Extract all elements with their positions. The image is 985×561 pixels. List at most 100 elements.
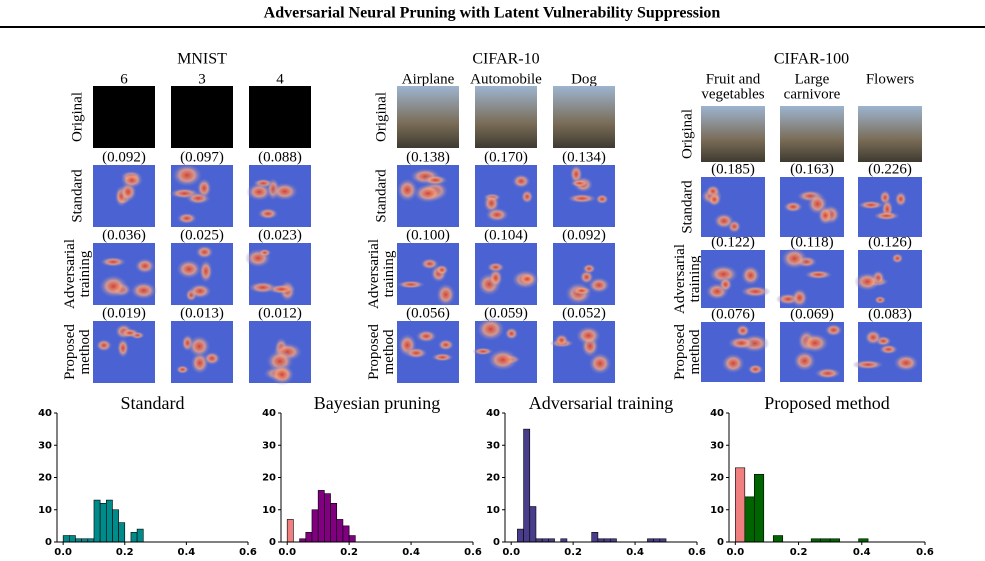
score-label: (0.138) [406, 149, 450, 165]
histogram-bar [591, 532, 599, 543]
row-label: Proposed [62, 324, 78, 380]
x-tick-label: 0.6 [239, 547, 257, 558]
saliency-spot [476, 317, 506, 342]
column-label: 6 [120, 71, 128, 87]
saliency-spot [791, 288, 808, 308]
x-tick-label: 0.0 [502, 547, 520, 558]
histogram-bar [336, 519, 344, 543]
x-tick-label: 0.6 [916, 547, 934, 558]
saliency-spot [893, 354, 919, 372]
saliency-spot [854, 272, 881, 292]
x-tick-label: 0.4 [178, 547, 196, 558]
saliency-spot [195, 245, 214, 259]
histogram-bar [523, 428, 531, 543]
saliency-spot [196, 178, 212, 199]
histogram-bar [99, 502, 107, 543]
histogram-bar [62, 535, 70, 543]
column-label: vegetables [701, 86, 764, 102]
saliency-spot [727, 336, 756, 350]
y-tick-label: 30 [710, 440, 724, 451]
column-label: Dog [571, 71, 597, 87]
y-tick-label: 40 [38, 408, 52, 419]
x-tick-label: 0.2 [564, 547, 582, 558]
saliency-spot [792, 350, 817, 372]
saliency-spot [587, 276, 611, 294]
column-label: Flowers [866, 71, 914, 87]
row-label: Original [69, 92, 85, 142]
y-tick-label: 20 [38, 473, 52, 484]
score-label: (0.126) [868, 234, 912, 250]
saliency-spot [571, 286, 593, 296]
row-label: training [381, 250, 397, 297]
original-image [397, 86, 459, 148]
saliency-spot [554, 333, 569, 347]
histogram-bar [112, 509, 119, 543]
x-tick-label: 0.2 [790, 547, 808, 558]
row-label: training [77, 250, 93, 297]
x-tick-label: 0.2 [116, 547, 134, 558]
original-image [701, 106, 765, 162]
histogram-bar [529, 506, 537, 543]
score-label: (0.092) [562, 227, 606, 243]
row-label: method [687, 329, 703, 374]
x-tick-label: 0.2 [340, 547, 358, 558]
original-image [171, 86, 233, 148]
score-label: (0.100) [406, 227, 450, 243]
histogram-bar [744, 496, 755, 543]
saliency-spot [134, 257, 156, 274]
saliency-spot [269, 363, 295, 386]
saliency-spot [800, 332, 830, 353]
original-image [93, 86, 155, 148]
histogram-bar [311, 509, 319, 543]
x-tick-label: 0.4 [853, 547, 871, 558]
score-label: (0.023) [258, 227, 302, 243]
saliency-spot [595, 193, 609, 205]
saliency-spot [721, 353, 746, 374]
saliency-spot [782, 201, 804, 213]
row-label: Adversarial [366, 239, 382, 309]
original-image [553, 86, 615, 148]
y-tick-label: 20 [262, 473, 276, 484]
dataset-label: MNIST [177, 51, 227, 68]
histogram-bar [305, 532, 313, 543]
saliency-spot [566, 193, 597, 204]
column-label: Large [795, 71, 830, 87]
saliency-spot [415, 329, 438, 343]
saliency-spot [511, 173, 531, 189]
x-tick-label: 0.0 [726, 547, 744, 558]
score-label: (0.092) [102, 149, 146, 165]
y-tick-label: 30 [262, 440, 276, 451]
row-label: Proposed [672, 324, 688, 380]
chart-title: Standard [121, 393, 185, 413]
saliency-spot [396, 280, 426, 289]
column-label: 3 [198, 71, 206, 87]
saliency-spot [814, 367, 842, 379]
score-label: (0.025) [180, 227, 224, 243]
score-label: (0.097) [180, 149, 224, 165]
score-label: (0.170) [484, 149, 528, 165]
saliency-spot [422, 174, 449, 186]
y-tick-label: 40 [710, 408, 724, 419]
y-tick-label: 30 [38, 440, 52, 451]
saliency-spot [872, 211, 901, 221]
dataset-label: CIFAR-10 [472, 51, 539, 68]
saliency-spot [116, 338, 130, 359]
histogram-bar [69, 535, 76, 543]
y-tick-label: 0 [269, 537, 276, 548]
y-tick-label: 10 [262, 505, 276, 516]
score-label: (0.013) [180, 305, 224, 321]
row-label: Standard [679, 180, 695, 234]
saliency-spot [817, 205, 834, 226]
histogram-bar [286, 519, 294, 543]
histogram-bar [517, 528, 524, 543]
y-tick-label: 0 [493, 537, 500, 548]
score-label: (0.088) [258, 149, 302, 165]
saliency-spot [176, 212, 198, 225]
histogram-bar [330, 502, 338, 543]
score-label: (0.076) [711, 306, 755, 322]
histogram-bar [136, 528, 144, 543]
saliency-spot [575, 325, 602, 346]
saliency-spot [747, 363, 764, 375]
x-tick-label: 0.4 [402, 547, 420, 558]
y-tick-label: 20 [710, 473, 724, 484]
